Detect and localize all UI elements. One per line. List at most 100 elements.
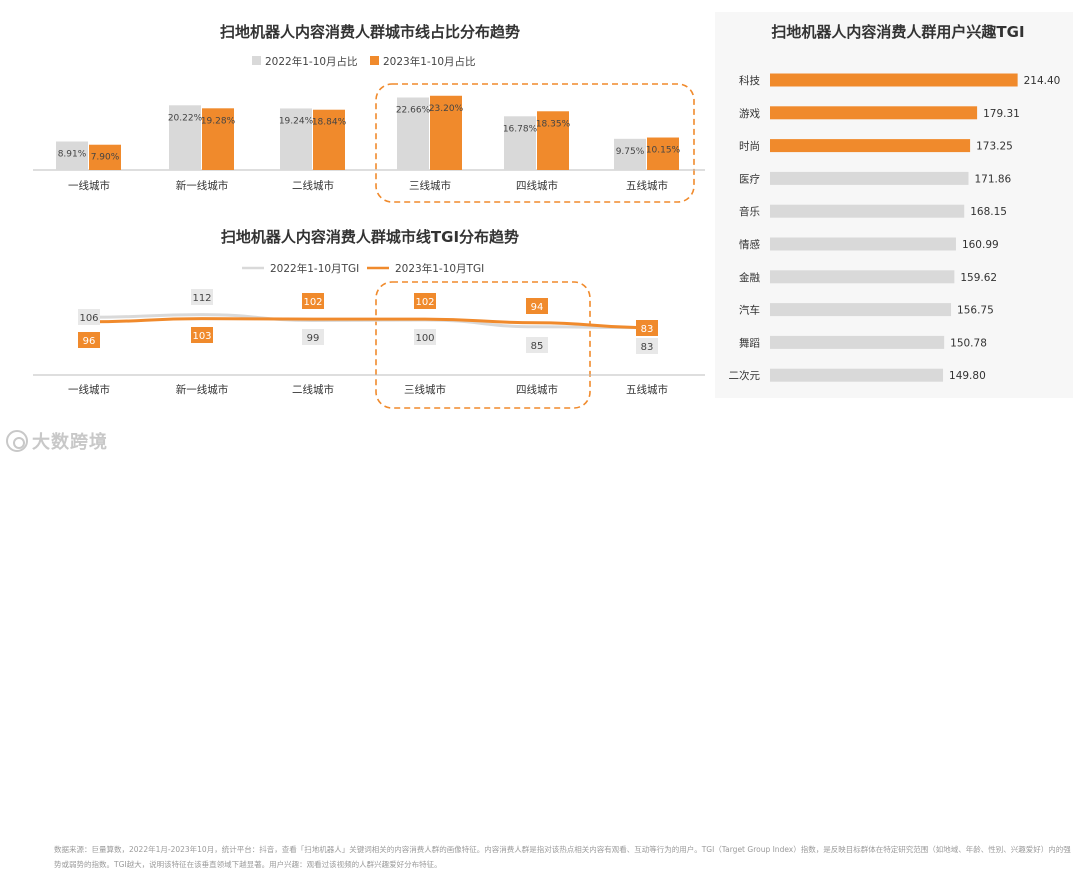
data-label: 16.78% <box>503 124 538 134</box>
interest-tgi-bar-chart: 扫地机器人内容消费人群用户兴趣TGI 科技 214.40 游戏 179.31 时尚 173… <box>715 12 1073 398</box>
x-tick-label: 五线城市 <box>626 383 668 396</box>
series-line <box>87 317 649 330</box>
footer: 数据来源：巨量算数，2022年1月-2023年10月，统计平台：抖音，查看「扫地… <box>0 418 1080 869</box>
value-box <box>78 309 100 325</box>
infographic-canvas: 扫地机器人内容消费人群城市线占比分布趋势 2022年1-10月占比 2023年1-… <box>33 12 1073 409</box>
line-marks: 106 96 一线城市 112 103 新一线城市 99 102 二线城市 100 102 三线城市 8… <box>33 289 705 396</box>
value-box <box>636 338 658 354</box>
y-tick-label: 时尚 <box>739 140 760 153</box>
y-tick-label: 音乐 <box>739 205 760 218</box>
logo-icon <box>6 430 28 452</box>
chart-title: 扫地机器人内容消费人群用户兴趣TGI <box>771 23 1024 41</box>
data-label: 171.86 <box>974 173 1011 185</box>
chart-title: 扫地机器人内容消费人群城市线占比分布趋势 <box>220 23 520 41</box>
data-label: 112 <box>192 293 211 304</box>
data-label: 100 <box>415 333 434 344</box>
data-label: 10.15% <box>646 146 681 156</box>
data-label: 7.90% <box>91 153 120 163</box>
data-label: 159.62 <box>960 272 997 284</box>
series-line <box>87 313 649 330</box>
bar-marks: 科技 214.40 游戏 179.31 时尚 173.25 医疗 171.86 音乐 168.15… <box>729 73 1060 382</box>
data-label: 149.80 <box>949 370 986 382</box>
x-tick-label: 三线城市 <box>404 383 446 396</box>
bar <box>89 144 121 170</box>
bar <box>614 138 646 170</box>
x-tick-label: 新一线城市 <box>176 383 229 396</box>
x-tick-label: 新一线城市 <box>176 179 229 192</box>
bar-marks: 8.91% 7.90%一线城市20.22%19.28%新一线城市19.24%18.… <box>33 95 705 192</box>
legend-label: 2022年1-10月占比 <box>265 55 358 68</box>
source-note: 数据来源：巨量算数，2022年1月-2023年10月，统计平台：抖音，查看「扫地… <box>54 845 1071 869</box>
bar <box>770 368 944 382</box>
bar <box>770 171 969 185</box>
y-tick-label: 舞蹈 <box>739 337 760 349</box>
data-label: 102 <box>415 297 434 308</box>
data-label: 83 <box>641 342 654 353</box>
value-box <box>526 298 548 314</box>
data-label: 173.25 <box>976 141 1013 153</box>
value-box <box>191 327 213 343</box>
data-label: 106 <box>79 313 98 324</box>
bar <box>770 204 965 218</box>
bar <box>770 73 1018 87</box>
data-label: 19.24% <box>279 116 314 126</box>
legend-swatch <box>252 56 261 65</box>
bar <box>313 109 345 170</box>
bar <box>770 106 978 120</box>
data-label: 150.78 <box>950 337 987 349</box>
city-share-bar-chart: 扫地机器人内容消费人群城市线占比分布趋势 2022年1-10月占比 2023年1-… <box>33 23 705 203</box>
x-tick-label: 一线城市 <box>68 179 110 192</box>
legend-label: 2023年1-10月TGI <box>395 262 484 275</box>
legend: 2022年1-10月占比 2023年1-10月占比 <box>252 55 476 68</box>
x-tick-label: 一线城市 <box>68 383 110 396</box>
x-tick-label: 二线城市 <box>292 383 334 396</box>
x-tick-label: 三线城市 <box>409 179 451 192</box>
bar <box>280 108 312 170</box>
value-box <box>526 337 548 353</box>
bar <box>169 105 201 170</box>
x-tick-label: 二线城市 <box>292 179 334 192</box>
y-tick-label: 情感 <box>739 238 760 251</box>
data-label: 168.15 <box>970 206 1007 218</box>
value-box <box>191 289 213 305</box>
bar <box>770 237 956 251</box>
data-label: 9.75% <box>616 147 645 157</box>
data-label: 18.35% <box>536 119 571 129</box>
data-label: 96 <box>83 336 96 347</box>
legend: 2022年1-10月TGI 2023年1-10月TGI <box>242 262 484 275</box>
bar <box>770 270 955 284</box>
bar <box>56 141 88 170</box>
y-tick-label: 金融 <box>739 271 760 284</box>
logo-text: 大数跨境 <box>32 432 108 453</box>
highlight-outline <box>375 83 695 203</box>
bar <box>770 303 952 317</box>
x-tick-label: 四线城市 <box>516 383 558 396</box>
bar <box>770 335 945 349</box>
data-label: 103 <box>192 331 211 342</box>
bar <box>504 116 536 170</box>
bar <box>647 137 679 170</box>
data-label: 94 <box>531 302 544 313</box>
city-tgi-line-chart: 扫地机器人内容消费人群城市线TGI分布趋势 2022年1-10月TGI 2023年… <box>33 228 705 409</box>
data-label: 83 <box>641 324 654 335</box>
value-box <box>302 329 324 345</box>
y-tick-label: 二次元 <box>729 369 761 382</box>
y-tick-label: 医疗 <box>739 172 760 185</box>
value-box <box>78 332 100 348</box>
data-label: 23.20% <box>429 104 464 114</box>
legend-swatch <box>370 56 379 65</box>
data-label: 99 <box>307 333 320 344</box>
data-label: 20.22% <box>168 113 203 123</box>
data-label: 18.84% <box>312 118 347 128</box>
y-tick-label: 汽车 <box>739 304 760 317</box>
bar <box>537 111 569 170</box>
data-label: 160.99 <box>962 239 999 251</box>
data-label: 85 <box>531 341 544 352</box>
legend-label: 2022年1-10月TGI <box>270 262 359 275</box>
value-box <box>636 320 658 336</box>
data-label: 102 <box>303 297 322 308</box>
bar <box>397 97 429 170</box>
x-tick-label: 五线城市 <box>626 179 668 192</box>
data-label: 19.28% <box>201 116 236 126</box>
x-tick-label: 四线城市 <box>516 179 558 192</box>
